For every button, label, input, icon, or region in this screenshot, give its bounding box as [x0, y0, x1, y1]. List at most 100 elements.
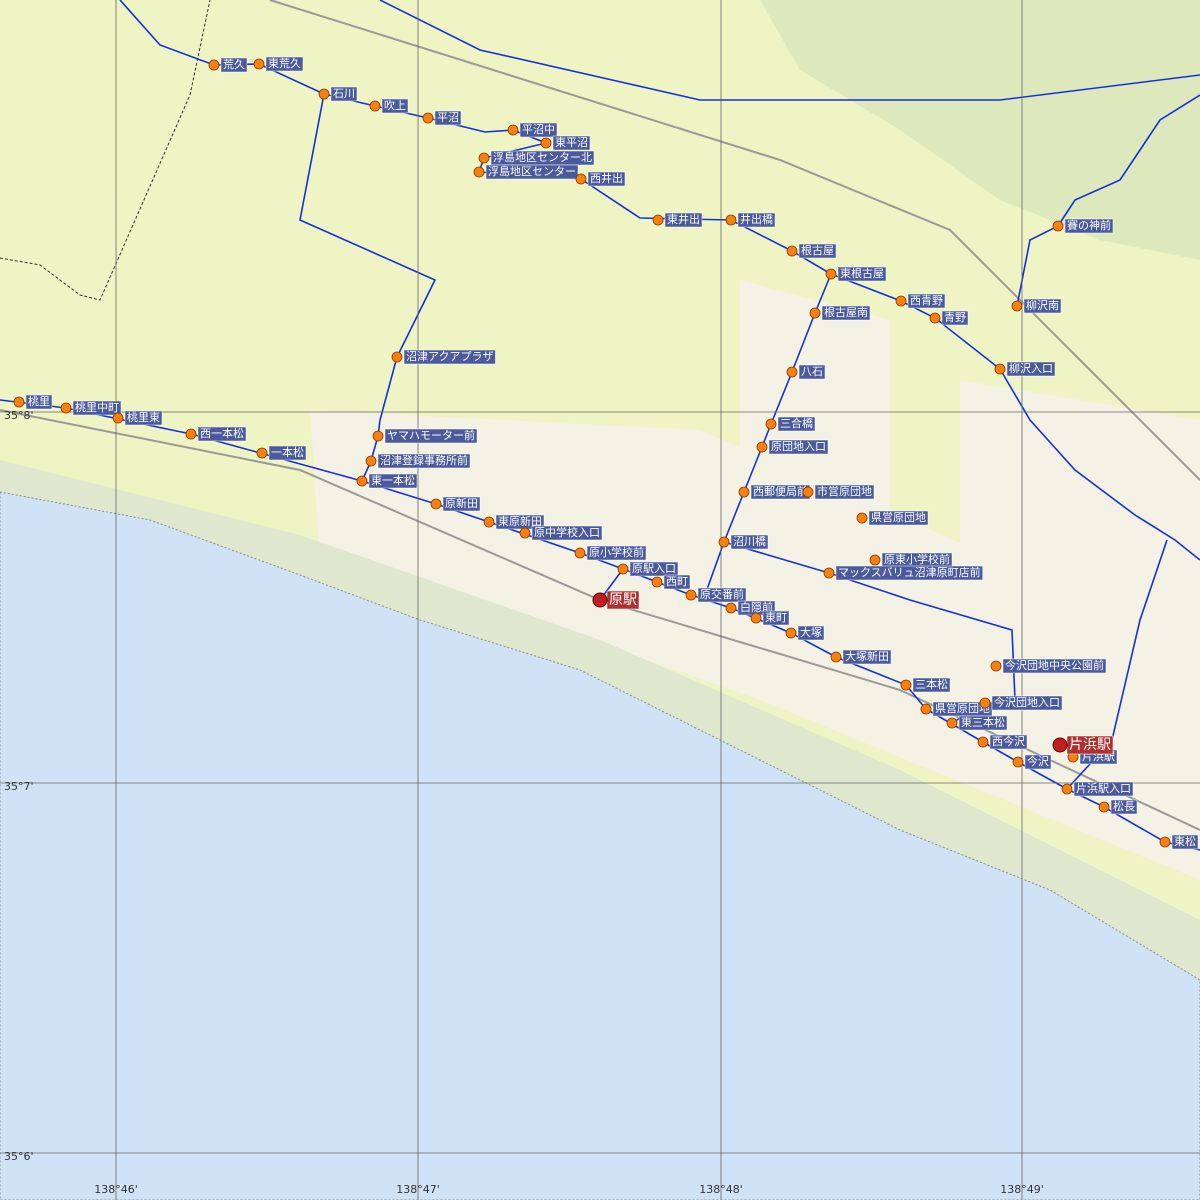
- sea: [0, 491, 1200, 1200]
- stop: [900, 679, 912, 691]
- stop: [540, 137, 552, 149]
- label-bg: [384, 428, 478, 444]
- stop-label: 原駅入口: [632, 562, 676, 575]
- label-bg: [587, 171, 626, 187]
- stop: [786, 366, 798, 378]
- stop: [920, 703, 932, 715]
- label-bg: [485, 164, 579, 180]
- stop-label: 東松: [1174, 834, 1196, 848]
- label-bg: [330, 86, 358, 102]
- label-bg: [835, 565, 983, 581]
- stop: [785, 627, 797, 639]
- stop-label: 片浜駅: [1069, 737, 1111, 753]
- stop-label: 根古屋: [801, 243, 834, 257]
- lat-label: 35°7': [4, 780, 34, 793]
- label-bg: [25, 394, 53, 410]
- stop: [1061, 783, 1073, 795]
- stop-label: 県営原団地: [871, 510, 926, 524]
- label-bg: [495, 514, 545, 530]
- stop-label: 桃里中町: [75, 400, 119, 414]
- stop-label: 平沼: [437, 110, 459, 124]
- stop-label: 原新田: [445, 496, 478, 510]
- label-bg: [1064, 218, 1114, 234]
- label-bg: [1006, 361, 1056, 377]
- stop-label: マックスバリュ沼津原町店前: [838, 565, 981, 579]
- stop: [617, 563, 629, 575]
- label-bg: [777, 416, 816, 432]
- label-bg: [1073, 781, 1134, 797]
- stop: [994, 363, 1006, 375]
- label-bg: [989, 734, 1028, 750]
- stop: [60, 402, 72, 414]
- label-bg: [821, 305, 871, 321]
- label-bg: [552, 135, 591, 151]
- stop: [786, 245, 798, 257]
- stop: [256, 447, 268, 459]
- stop: [825, 268, 837, 280]
- stop-label: 大塚: [800, 625, 822, 639]
- stop: [738, 486, 750, 498]
- stop: [1159, 836, 1171, 848]
- beach: [0, 460, 1200, 980]
- stop-label: 青野: [944, 311, 966, 324]
- label-bg: [958, 715, 1008, 731]
- stop: [895, 295, 907, 307]
- label-bg: [697, 587, 747, 603]
- stop: [823, 567, 835, 579]
- stop: [356, 475, 368, 487]
- stop-label: 八石: [801, 365, 823, 378]
- stop: [430, 498, 442, 510]
- stop-label: 片浜駅入口: [1076, 782, 1131, 795]
- label-bg: [991, 695, 1063, 711]
- stop: [208, 59, 220, 71]
- stop-label: ヤマハモーター前: [387, 428, 475, 442]
- label-bg: [737, 212, 776, 228]
- label-bg: [907, 293, 946, 309]
- stop: [1098, 801, 1110, 813]
- label-bg: [798, 364, 826, 380]
- label-bg: [912, 677, 951, 693]
- stop: [756, 441, 768, 453]
- stop: [652, 214, 664, 226]
- label-bg: [1171, 834, 1199, 850]
- label-bg: [798, 243, 837, 259]
- label-bg: [1024, 754, 1052, 770]
- label-bg: [368, 473, 418, 489]
- stop-label: 西青野: [910, 294, 943, 307]
- label-bg: [72, 400, 122, 416]
- stop-label: 浮島地区センター北: [493, 150, 592, 164]
- lon-label: 138°46': [94, 1183, 138, 1196]
- stop: [422, 112, 434, 124]
- stop-label: 原団地入口: [771, 440, 826, 453]
- label-bg: [762, 610, 790, 626]
- stop-label: 一本松: [271, 445, 304, 459]
- stop: [929, 312, 941, 324]
- stop-label: 原東小学校前: [884, 552, 950, 566]
- stop-label: 柳沢入口: [1009, 361, 1053, 375]
- stop: [946, 717, 958, 729]
- label-bg: [730, 534, 769, 550]
- stop-label: 根古屋南: [824, 305, 868, 319]
- stop-label: 石川: [333, 87, 355, 100]
- lat-label: 35°6': [4, 1150, 34, 1163]
- label-bg: [663, 574, 691, 590]
- stop: [809, 307, 821, 319]
- stop-label: 西一本松: [200, 426, 244, 440]
- stop: [977, 736, 989, 748]
- stop-label: 沼川橋: [733, 534, 766, 548]
- stop-label: 今沢団地中央公園前: [1005, 658, 1104, 672]
- stop: [369, 100, 381, 112]
- label-bg: [220, 57, 248, 73]
- label-bg: [586, 545, 647, 561]
- label-bg: [768, 439, 829, 455]
- stop: [365, 455, 377, 467]
- stop: [750, 612, 762, 624]
- label-bg: [381, 98, 409, 114]
- label-bg: [403, 349, 496, 365]
- stop: [1011, 300, 1023, 312]
- stop-label: 桃里: [28, 394, 50, 408]
- stop-label: 柳沢南: [1026, 298, 1059, 312]
- label-bg: [268, 445, 307, 461]
- label-bg: [377, 453, 471, 469]
